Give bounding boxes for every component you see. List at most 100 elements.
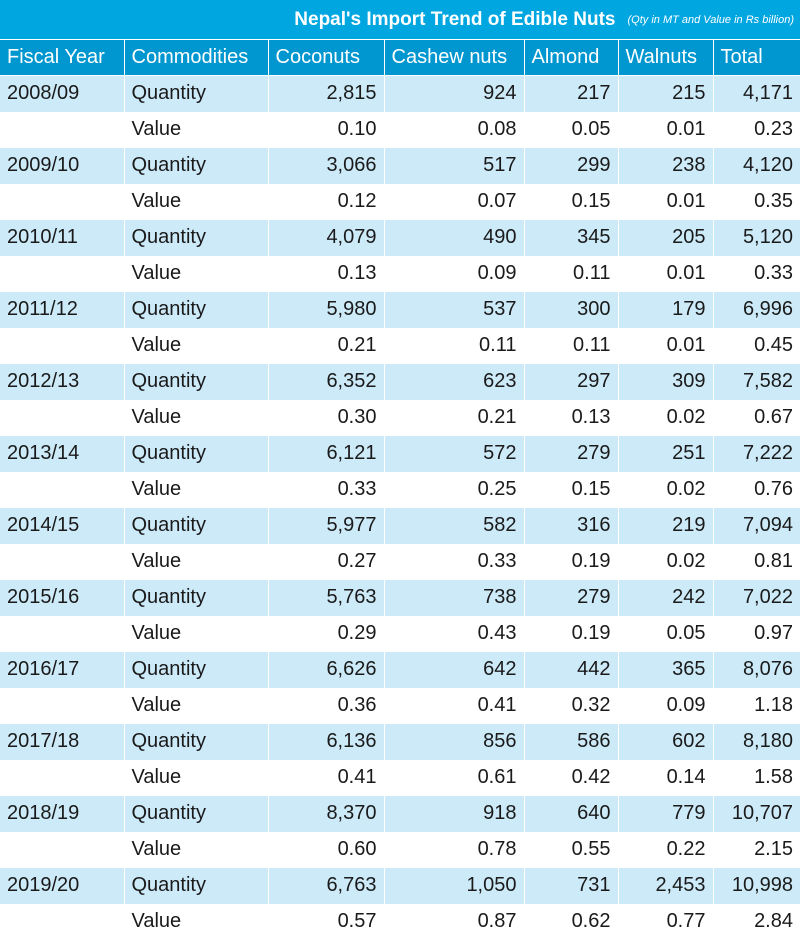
column-header: Total [713,39,800,76]
value-cell: 0.57 [268,903,385,940]
value-cell: 365 [618,651,714,688]
value-cell: 0.05 [524,111,619,148]
value-cell: 0.15 [524,471,619,508]
table-row: 2018/19 Quantity 8,370 918 640 779 10,707 [0,795,800,832]
value-cell: 0.33 [384,543,525,580]
value-cell: 0.14 [618,759,714,796]
value-cell: 1.58 [713,759,800,796]
value-cell: 0.77 [618,903,714,940]
value-cell: 442 [524,651,619,688]
value-cell: 0.35 [713,183,800,220]
value-cell: 345 [524,219,619,256]
value-cell: 0.13 [268,255,385,292]
fiscal-year-cell [0,903,125,940]
value-cell: 602 [618,723,714,760]
fiscal-year-cell [0,615,125,652]
commodity-cell: Quantity [124,291,269,328]
value-cell: 0.22 [618,831,714,868]
fiscal-year-cell [0,543,125,580]
value-cell: 0.30 [268,399,385,436]
value-cell: 0.42 [524,759,619,796]
value-cell: 572 [384,435,525,472]
value-cell: 0.11 [524,255,619,292]
value-cell: 7,094 [713,507,800,544]
value-cell: 537 [384,291,525,328]
value-cell: 0.05 [618,615,714,652]
fiscal-year-cell [0,471,125,508]
value-cell: 0.41 [384,687,525,724]
value-cell: 0.55 [524,831,619,868]
value-cell: 0.23 [713,111,800,148]
value-cell: 0.11 [384,327,525,364]
value-cell: 5,980 [268,291,385,328]
value-cell: 0.62 [524,903,619,940]
commodity-cell: Value [124,471,269,508]
value-cell: 8,076 [713,651,800,688]
value-cell: 10,707 [713,795,800,832]
commodity-cell: Quantity [124,867,269,904]
commodity-cell: Quantity [124,579,269,616]
value-cell: 0.61 [384,759,525,796]
value-cell: 205 [618,219,714,256]
value-cell: 279 [524,579,619,616]
value-cell: 8,180 [713,723,800,760]
value-cell: 924 [384,75,525,112]
column-header: Coconuts [268,39,385,76]
value-cell: 4,079 [268,219,385,256]
table-row: Value 0.33 0.25 0.15 0.02 0.76 [0,471,800,508]
value-cell: 856 [384,723,525,760]
value-cell: 0.33 [268,471,385,508]
data-table: Fiscal Year Commodities Coconuts Cashew nut… [0,39,800,940]
value-cell: 0.43 [384,615,525,652]
table-row: 2010/11 Quantity 4,079 490 345 205 5,120 [0,219,800,256]
value-cell: 0.81 [713,543,800,580]
fiscal-year-cell [0,759,125,796]
value-cell: 0.11 [524,327,619,364]
fiscal-year-cell [0,255,125,292]
commodity-cell: Quantity [124,219,269,256]
value-cell: 0.32 [524,687,619,724]
value-cell: 0.19 [524,543,619,580]
fiscal-year-cell: 2017/18 [0,723,125,760]
column-header: Fiscal Year [0,39,125,76]
value-cell: 0.33 [713,255,800,292]
commodity-cell: Quantity [124,795,269,832]
fiscal-year-cell: 2012/13 [0,363,125,400]
table-row: 2019/20 Quantity 6,763 1,050 731 2,453 10,998 [0,867,800,904]
table-row: Value 0.30 0.21 0.13 0.02 0.67 [0,399,800,436]
value-cell: 738 [384,579,525,616]
value-cell: 0.41 [268,759,385,796]
value-cell: 0.76 [713,471,800,508]
value-cell: 299 [524,147,619,184]
fiscal-year-cell [0,831,125,868]
value-cell: 3,066 [268,147,385,184]
value-cell: 0.02 [618,543,714,580]
value-cell: 217 [524,75,619,112]
value-cell: 0.07 [384,183,525,220]
commodity-cell: Quantity [124,435,269,472]
commodity-cell: Quantity [124,651,269,688]
value-cell: 0.87 [384,903,525,940]
fiscal-year-cell: 2014/15 [0,507,125,544]
table-row: Value 0.36 0.41 0.32 0.09 1.18 [0,687,800,724]
value-cell: 6,996 [713,291,800,328]
value-cell: 0.01 [618,327,714,364]
value-cell: 8,370 [268,795,385,832]
value-cell: 5,977 [268,507,385,544]
table-row: Value 0.29 0.43 0.19 0.05 0.97 [0,615,800,652]
table-row: Value 0.60 0.78 0.55 0.22 2.15 [0,831,800,868]
value-cell: 0.01 [618,111,714,148]
value-cell: 0.01 [618,183,714,220]
value-cell: 0.09 [618,687,714,724]
table-row: 2014/15 Quantity 5,977 582 316 219 7,094 [0,507,800,544]
fiscal-year-cell [0,183,125,220]
value-cell: 918 [384,795,525,832]
value-cell: 0.29 [268,615,385,652]
fiscal-year-cell: 2015/16 [0,579,125,616]
value-cell: 238 [618,147,714,184]
value-cell: 6,763 [268,867,385,904]
table-row: Value 0.21 0.11 0.11 0.01 0.45 [0,327,800,364]
table-row: 2013/14 Quantity 6,121 572 279 251 7,222 [0,435,800,472]
commodity-cell: Value [124,327,269,364]
column-header: Cashew nuts [384,39,525,76]
